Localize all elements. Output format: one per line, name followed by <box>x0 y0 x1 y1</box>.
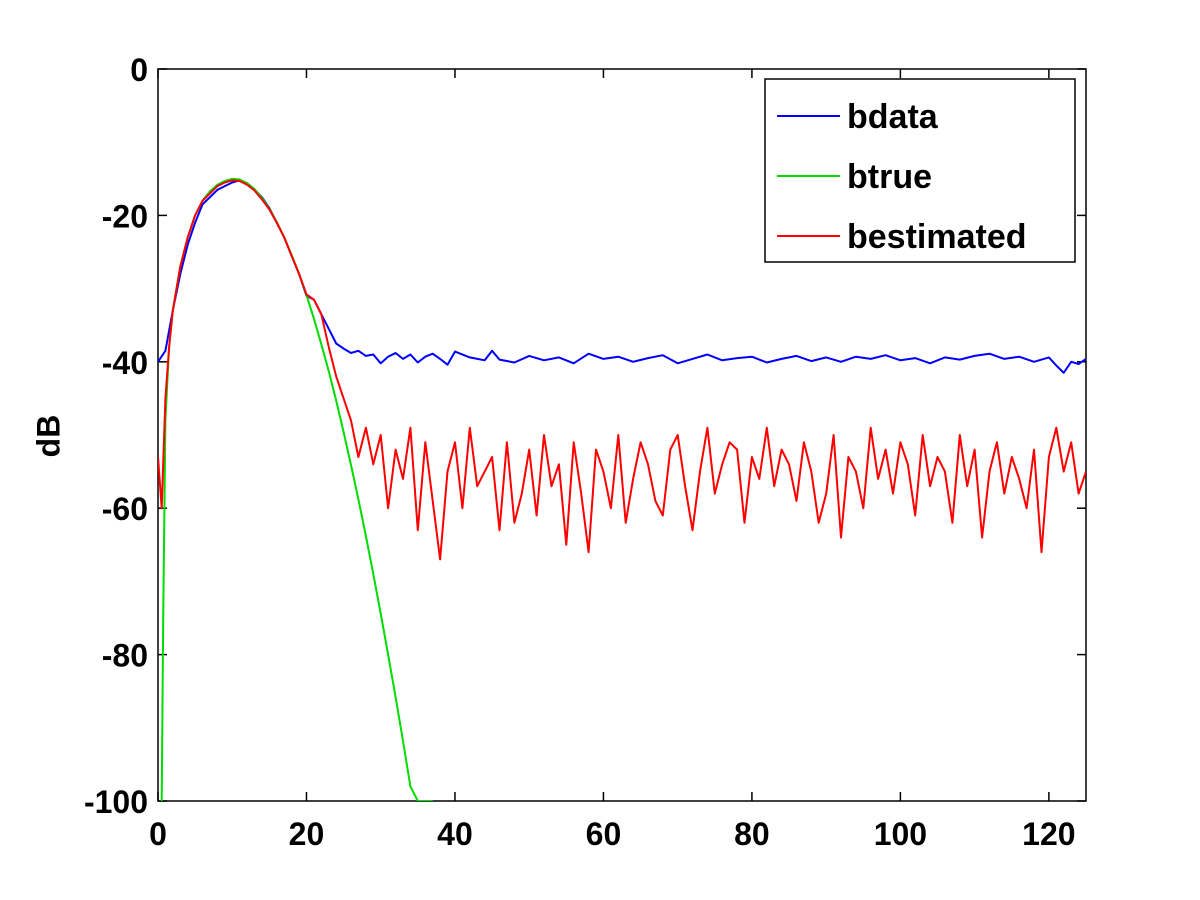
legend-label-bdata: bdata <box>847 98 939 136</box>
y-tick-label: -100 <box>84 784 148 820</box>
y-tick-label: -20 <box>102 198 148 234</box>
x-tick-labels: 0 20 40 60 80 100 120 <box>149 816 1075 852</box>
x-tick-label: 120 <box>1022 816 1075 852</box>
x-tick-label: 20 <box>289 816 325 852</box>
y-tick-labels: 0 -20 -40 -60 -80 -100 <box>84 52 148 820</box>
y-tick-label: -80 <box>102 638 148 674</box>
x-tick-label: 60 <box>586 816 622 852</box>
x-tick-label: 100 <box>874 816 927 852</box>
y-tick-label: 0 <box>130 52 148 88</box>
x-tick-label: 0 <box>149 816 167 852</box>
y-tick-label: -40 <box>102 345 148 381</box>
x-tick-label: 40 <box>437 816 473 852</box>
series-line-bestimated <box>158 179 1086 561</box>
tick-marks <box>157 68 1086 802</box>
legend-label-bestimated: bestimated <box>847 218 1027 256</box>
legend-box <box>764 78 1076 263</box>
series-lines <box>158 177 1086 801</box>
x-tick-label: 80 <box>734 816 770 852</box>
y-tick-label: -60 <box>102 491 148 527</box>
y-axis-label: dB <box>30 415 66 458</box>
legend: bdata btrue bestimated <box>764 78 1076 263</box>
legend-label-btrue: btrue <box>847 158 932 196</box>
